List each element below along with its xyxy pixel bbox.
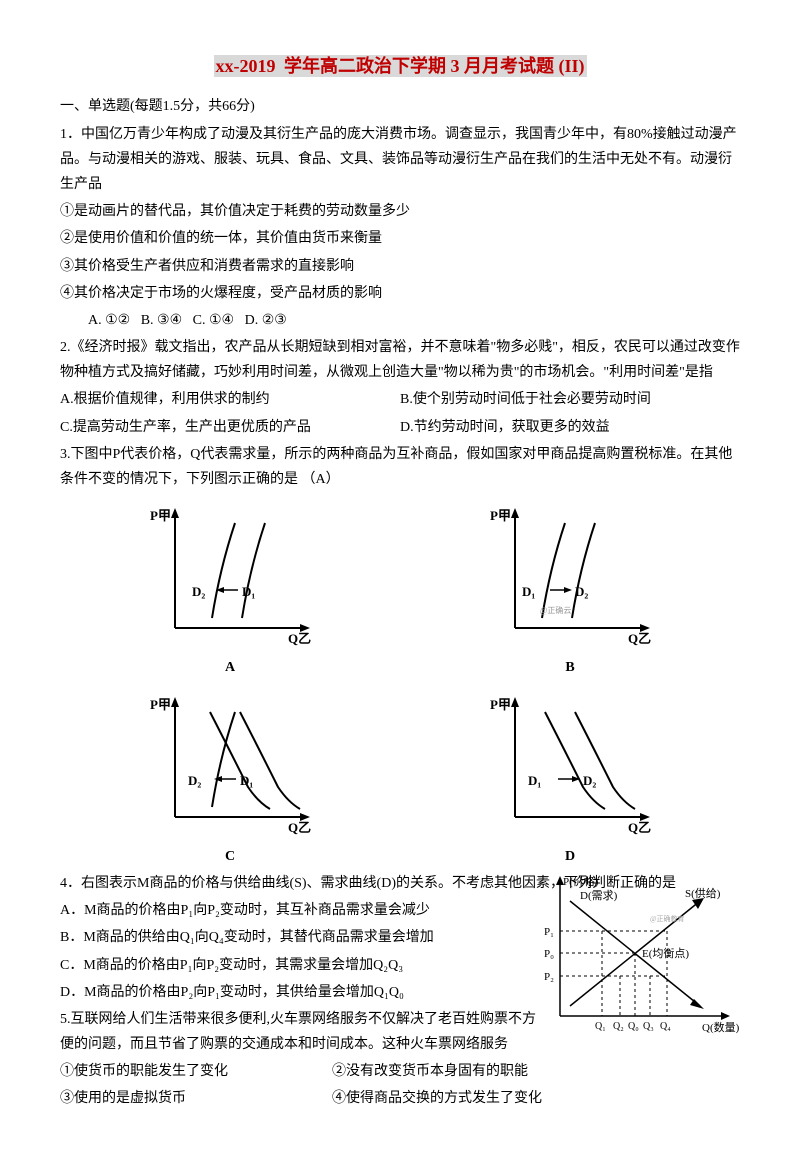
- page-title: xx-2019 学年高二政治下学期 3 月月考试题 (II): [60, 50, 740, 82]
- chart-a-svg: P甲 Q乙 D₂ D₁: [140, 498, 320, 648]
- svg-text:Q乙: Q乙: [628, 631, 651, 646]
- q2-a: A.根据价值规律，利用供求的制约: [60, 387, 400, 412]
- svg-text:D(需求): D(需求): [580, 889, 618, 902]
- svg-text:Q乙: Q乙: [288, 631, 311, 646]
- q1-choices: A. ①② B. ③④ C. ①④ D. ②③: [60, 308, 740, 333]
- svg-text:D₁: D₁: [242, 584, 255, 599]
- q1-opt2: ②是使用价值和价值的统一体，其价值由货币来衡量: [60, 226, 740, 251]
- chart-b-svg: P甲 Q乙 D₁ D₂ @正确云: [480, 498, 660, 648]
- q5-opt4: ④使得商品交换的方式发生了变化: [332, 1091, 542, 1106]
- title-prefix: xx-2019: [214, 55, 278, 77]
- svg-text:D₁: D₁: [528, 773, 541, 788]
- svg-text:Q乙: Q乙: [628, 820, 651, 835]
- chart-a-box: P甲 Q乙 D₂ D₁ A: [140, 498, 320, 680]
- q5-opt3: ③使用的是虚拟货币: [60, 1086, 332, 1111]
- svg-text:P甲: P甲: [150, 508, 171, 523]
- svg-text:P₁: P₁: [544, 926, 554, 938]
- q4-wrapper: 4．右图表示M商品的价格与供给曲线(S)、需求曲线(D)的关系。不考虑其他因素，…: [60, 871, 740, 1057]
- svg-text:D₂: D₂: [583, 773, 596, 788]
- q2-b: B.使个别劳动时间低于社会必要劳动时间: [400, 392, 651, 407]
- svg-text:Q(数量): Q(数量): [702, 1021, 740, 1034]
- svg-text:Q₂: Q₂: [613, 1021, 624, 1032]
- svg-text:Q乙: Q乙: [288, 820, 311, 835]
- chart-b-label: B: [480, 655, 660, 680]
- svg-text:D₁: D₁: [240, 773, 253, 788]
- svg-text:Q₀: Q₀: [628, 1021, 639, 1032]
- svg-text:P(价格): P(价格): [563, 874, 599, 888]
- q5-row1: ①使货币的职能发生了变化②没有改变货币本身固有的职能: [60, 1059, 740, 1084]
- q5-opt1: ①使货币的职能发生了变化: [60, 1059, 332, 1084]
- q2-text: 2.《经济时报》载文指出，农产品从长期短缺到相对富裕，并不意味着"物多必贱"，相…: [60, 335, 740, 385]
- svg-text:E(均衡点): E(均衡点): [642, 947, 689, 960]
- svg-text:P甲: P甲: [150, 697, 171, 712]
- svg-text:Q₁: Q₁: [595, 1021, 606, 1032]
- q1-opt3: ③其价格受生产者供应和消费者需求的直接影响: [60, 254, 740, 279]
- title-rest: 学年高二政治下学期 3 月月考试题 (II): [278, 55, 587, 77]
- charts-row-1: P甲 Q乙 D₂ D₁ A P甲 Q乙 D₁ D₂ @正确云 B: [60, 498, 740, 680]
- svg-text:P甲: P甲: [490, 508, 511, 523]
- q5-opt2: ②没有改变货币本身固有的职能: [332, 1064, 528, 1079]
- chart-d-box: P甲 Q乙 D₁ D₂ D: [480, 687, 660, 869]
- svg-text:D₂: D₂: [575, 584, 588, 599]
- q2-row1: A.根据价值规律，利用供求的制约B.使个别劳动时间低于社会必要劳动时间: [60, 387, 740, 412]
- chart-a-label: A: [140, 655, 320, 680]
- q5-row2: ③使用的是虚拟货币④使得商品交换的方式发生了变化: [60, 1086, 740, 1111]
- chart-d-svg: P甲 Q乙 D₁ D₂: [480, 687, 660, 837]
- chart-c-box: P甲 Q乙 D₂ D₁ C: [140, 687, 320, 869]
- svg-text:D₁: D₁: [522, 584, 535, 599]
- supply-demand-chart: P(价格) Q(数量) D(需求) S(供给) E(均衡点) @正确教育 P₁ …: [530, 871, 740, 1041]
- chart-c-svg: P甲 Q乙 D₂ D₁: [140, 687, 320, 837]
- q3-text: 3.下图中P代表价格，Q代表需求量，所示的两种商品为互补商品，假如国家对甲商品提…: [60, 442, 740, 492]
- chart-d-label: D: [480, 844, 660, 869]
- svg-text:Q₄: Q₄: [660, 1021, 671, 1032]
- q1-opt1: ①是动画片的替代品，其价值决定于耗费的劳动数量多少: [60, 199, 740, 224]
- q2-row2: C.提高劳动生产率，生产出更优质的产品D.节约劳动时间，获取更多的效益: [60, 415, 740, 440]
- svg-text:D₂: D₂: [192, 584, 205, 599]
- q1-text: 1．中国亿万青少年构成了动漫及其衍生产品的庞大消费市场。调查显示，我国青少年中，…: [60, 122, 740, 198]
- chart-c-label: C: [140, 844, 320, 869]
- svg-text:@正确教育: @正确教育: [650, 914, 684, 923]
- q1-opt4: ④其价格决定于市场的火爆程度，受产品材质的影响: [60, 281, 740, 306]
- svg-text:D₂: D₂: [188, 773, 201, 788]
- charts-row-2: P甲 Q乙 D₂ D₁ C P甲 Q乙 D₁ D₂ D: [60, 687, 740, 869]
- svg-text:P甲: P甲: [490, 697, 511, 712]
- svg-text:@正确云: @正确云: [540, 605, 571, 615]
- q2-c: C.提高劳动生产率，生产出更优质的产品: [60, 415, 400, 440]
- chart-b-box: P甲 Q乙 D₁ D₂ @正确云 B: [480, 498, 660, 680]
- svg-text:P₀: P₀: [544, 948, 554, 960]
- q2-d: D.节约劳动时间，获取更多的效益: [400, 420, 610, 435]
- svg-text:S(供给): S(供给): [685, 886, 721, 900]
- svg-text:Q₃: Q₃: [643, 1021, 654, 1032]
- svg-text:P₂: P₂: [544, 971, 554, 983]
- section-header: 一、单选题(每题1.5分，共66分): [60, 94, 740, 119]
